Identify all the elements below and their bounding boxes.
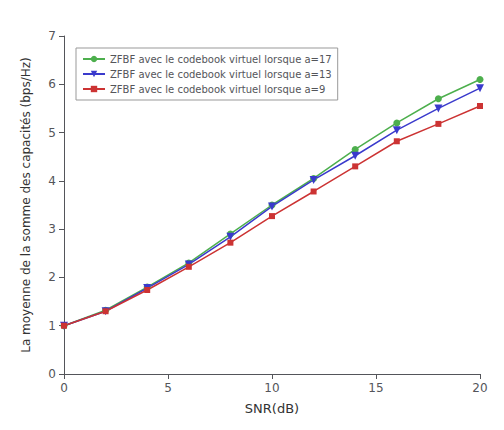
svg-text:ZFBF avec le codebook virtuel: ZFBF avec le codebook virtuel lorsque a=… bbox=[110, 84, 325, 95]
svg-text:15: 15 bbox=[368, 381, 383, 395]
svg-text:20: 20 bbox=[472, 381, 487, 395]
svg-text:7: 7 bbox=[48, 29, 56, 43]
svg-text:2: 2 bbox=[48, 270, 56, 284]
svg-text:ZFBF avec le codebook virtuel: ZFBF avec le codebook virtuel lorsque a=… bbox=[110, 69, 332, 80]
svg-text:6: 6 bbox=[48, 77, 56, 91]
svg-text:5: 5 bbox=[164, 381, 172, 395]
svg-text:4: 4 bbox=[48, 174, 56, 188]
svg-text:ZFBF avec le codebook virtuel: ZFBF avec le codebook virtuel lorsque a=… bbox=[110, 54, 332, 65]
svg-text:5: 5 bbox=[48, 126, 56, 140]
svg-text:10: 10 bbox=[264, 381, 279, 395]
svg-text:1: 1 bbox=[48, 319, 56, 333]
svg-text:La moyenne de la somme des cap: La moyenne de la somme des capacités (bp… bbox=[19, 57, 33, 353]
svg-text:0: 0 bbox=[60, 381, 68, 395]
svg-text:3: 3 bbox=[48, 222, 56, 236]
svg-text:0: 0 bbox=[48, 367, 56, 381]
svg-text:SNR(dB): SNR(dB) bbox=[245, 401, 299, 416]
